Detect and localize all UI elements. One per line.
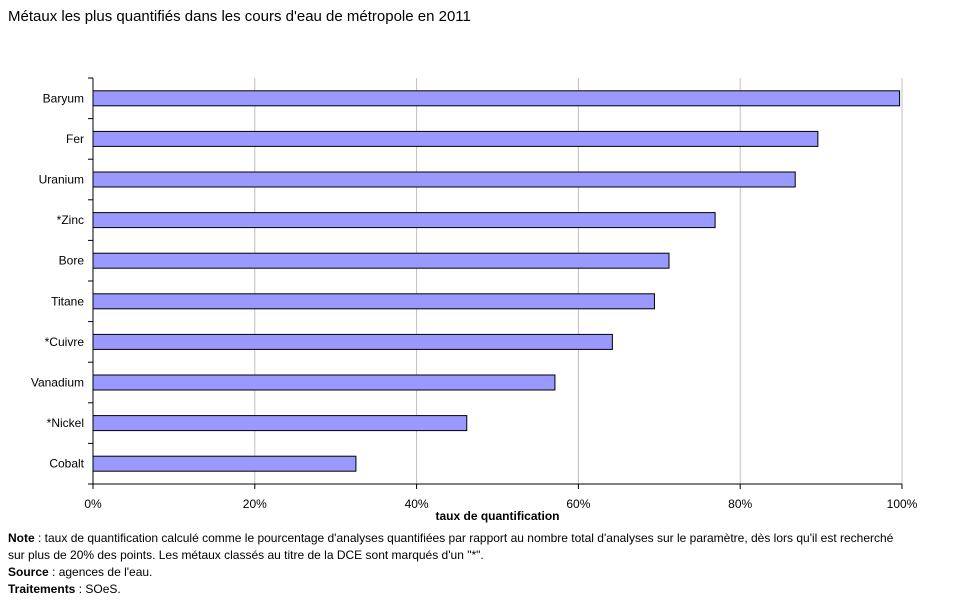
category-label: Uranium [39,173,84,187]
bars [92,90,901,472]
x-tick-label: 40% [405,497,429,511]
x-tick-label: 100% [887,497,918,511]
traitements-text: : SOeS. [75,582,121,596]
category-label: Bore [59,254,85,268]
category-label: *Nickel [47,416,84,430]
category-label: Titane [51,294,84,308]
note-text: : taux de quantification calculé comme l… [8,531,894,562]
bar [92,171,796,188]
note-label: Note [8,531,35,545]
source-text: : agences de l'eau. [48,565,153,579]
axes [88,77,903,489]
category-label: Cobalt [49,457,84,471]
bar-chart: 0% 20% 40% 60% 80% 100% Baryum Fer Uranium *Zinc B… [31,77,918,523]
x-tick-label: 80% [728,497,752,511]
x-axis-title: taux de quantification [435,509,559,523]
category-label: Vanadium [31,376,84,390]
x-tick-label: 0% [84,497,102,511]
traitements-paragraph: Traitements : SOeS. [8,581,908,598]
chart-title: Métaux les plus quantifiés dans les cour… [8,8,471,25]
bar [92,90,901,107]
bar [92,293,655,310]
category-label: *Cuivre [45,335,85,349]
note-paragraph: Note : taux de quantification calculé co… [8,530,908,564]
footnotes: Note : taux de quantification calculé co… [8,530,908,598]
traitements-label: Traitements [8,582,76,596]
category-label: Fer [66,132,84,146]
bar [92,455,357,472]
bar [92,333,613,350]
x-tick-label: 60% [566,497,590,511]
labels: 0% 20% 40% 60% 80% 100% Baryum Fer Uranium *Zinc B… [31,91,918,523]
bar [92,415,468,432]
bar [92,252,670,269]
bar [92,374,556,391]
category-label: Baryum [43,91,84,105]
bar [92,212,716,229]
bar [92,130,819,147]
source-paragraph: Source : agences de l'eau. [8,564,908,581]
source-label: Source [8,565,49,579]
category-label: *Zinc [57,213,84,227]
x-tick-label: 20% [243,497,267,511]
